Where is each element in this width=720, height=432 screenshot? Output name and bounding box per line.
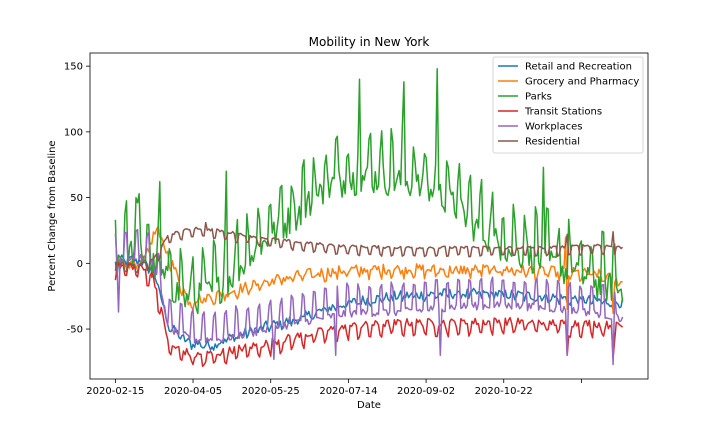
series-line-grocery-and-pharmacy (114, 225, 623, 315)
legend-label: Parks (525, 92, 552, 103)
x-tick-label: 2020-07-14 (319, 386, 377, 397)
plot-frame (89, 52, 649, 380)
legend-label: Grocery and Pharmacy (525, 77, 639, 88)
series-line-transit-stations (114, 261, 624, 368)
x-tick-label: 2020-02-15 (86, 386, 144, 397)
x-tick-label: 2020-09-02 (397, 386, 455, 397)
legend-label: Retail and Recreation (525, 62, 632, 73)
legend-label: Residential (525, 137, 580, 148)
y-tick-label: 0 (77, 259, 83, 270)
y-tick-label: 100 (64, 127, 83, 138)
legend: Retail and Recreation Grocery and Pharmac… (492, 56, 644, 154)
x-axis-label: Date (357, 400, 381, 411)
chart-title: Mobility in New York (309, 35, 430, 49)
y-tick-label: -50 (67, 325, 83, 336)
y-axis: -50 0 50 100 150 (64, 62, 90, 336)
x-tick-label: 2020-04-05 (164, 386, 222, 397)
x-axis: 2020-02-15 2020-04-05 2020-05-25 2020-07-14… (86, 379, 582, 397)
legend-label: Transit Stations (524, 107, 602, 118)
y-tick-label: 50 (70, 193, 83, 204)
legend-box (492, 56, 644, 154)
y-tick-label: 150 (64, 62, 83, 73)
x-tick-label: 2020-05-25 (242, 386, 300, 397)
series-line-residential (114, 221, 624, 274)
y-axis-label: Percent Change from Baseline (47, 140, 58, 291)
x-tick-label: 2020-10-22 (475, 386, 533, 397)
plot-area (114, 68, 624, 368)
series-line-workplaces (114, 228, 624, 366)
legend-label: Workplaces (525, 122, 582, 133)
